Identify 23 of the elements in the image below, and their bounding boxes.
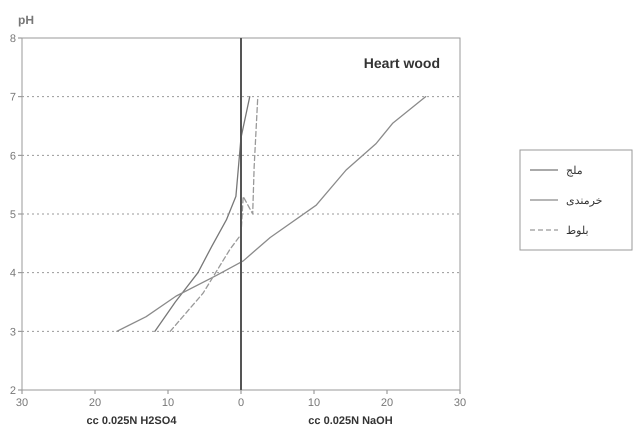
y-tick-label: 5 bbox=[10, 209, 16, 221]
text: cc 0.025N H2SO4 bbox=[86, 415, 178, 427]
y-tick-label: 3 bbox=[10, 326, 16, 338]
y-tick-label: 2 bbox=[10, 385, 16, 397]
x-tick-label: 10 bbox=[308, 397, 320, 409]
y-tick-label: 4 bbox=[10, 268, 16, 280]
x-tick-label: 10 bbox=[162, 397, 174, 409]
text: cc 0.025N NaOH bbox=[308, 415, 393, 427]
legend-label: خرمندی bbox=[566, 194, 602, 207]
y-tick-label: 7 bbox=[10, 92, 16, 104]
x-tick-label: 30 bbox=[16, 397, 28, 409]
line-series bbox=[154, 96, 250, 332]
text: Heart wood bbox=[364, 55, 440, 71]
x-tick-label: 20 bbox=[380, 397, 394, 409]
line-series bbox=[116, 96, 426, 332]
y-axis-title: pH bbox=[18, 13, 34, 27]
y-tick-label: 8 bbox=[10, 33, 16, 45]
legend-label: بلوط bbox=[566, 224, 589, 237]
y-tick-label: 6 bbox=[10, 150, 16, 162]
legend-label: ملج bbox=[566, 164, 583, 177]
x-tick-label: 30 bbox=[454, 397, 466, 409]
x-tick-label: 0 bbox=[238, 397, 244, 409]
x-tick-label: 20 bbox=[88, 397, 102, 409]
